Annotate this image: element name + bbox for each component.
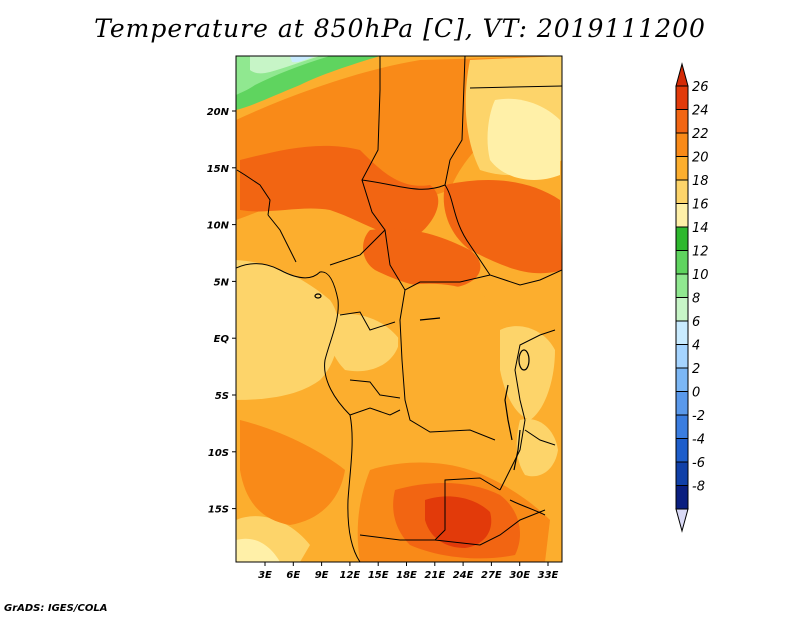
colorbar-top-arrow [675,62,689,87]
colorbar-label: -4 [692,433,705,448]
colorbar-label: 26 [692,80,709,95]
lat-label: 5S [215,391,229,402]
colorbar-label: -2 [692,409,705,424]
map-frame [235,55,563,563]
lon-label: 24E [453,570,474,581]
lat-label: 15S [208,505,229,516]
lon-label: 18E [396,570,417,581]
lat-label: 10N [207,221,230,232]
lon-label: 12E [340,570,361,581]
colorbar-swatch [675,109,689,134]
lon-label: 21E [424,570,445,581]
lon-label: 33E [538,570,559,581]
colorbar-label: 14 [692,221,709,236]
colorbar-swatch [675,391,689,416]
colorbar-label: 0 [692,386,700,401]
colorbar-label: 6 [692,315,700,330]
colorbar-swatch [675,203,689,228]
colorbar-label: 22 [692,127,709,142]
colorbar-label: 4 [692,339,700,354]
colorbar-swatch [675,485,689,510]
colorbar-label: -6 [692,456,705,471]
colorbar-swatch [675,179,689,204]
longitude-labels: 3E 6E 9E 12E 15E 18E 21E 24E 27E 30E 33E [258,562,559,581]
colorbar-swatch [675,344,689,369]
colorbar-swatch [675,367,689,392]
colorbar-swatch [675,461,689,486]
colorbar-label: 8 [692,292,700,307]
colorbar-swatch [675,297,689,322]
lon-label: 3E [258,570,272,581]
colorbar-swatch [675,250,689,275]
colorbar-swatch [675,85,689,110]
lakes [314,293,530,471]
colorbar-label: 24 [692,104,709,119]
lat-label: 20N [207,107,230,118]
colorbar-swatch [675,438,689,463]
country-borders [236,56,562,562]
latitude-labels: 20N 15N 10N 5N EQ 5S 10S 15S [207,107,236,516]
lon-label: 27E [481,570,502,581]
colorbar-label: 12 [692,245,709,260]
chart-title: Temperature at 850hPa [C], VT: 201911120… [94,14,706,43]
lat-label: 5N [214,277,230,288]
lat-label: 10S [208,448,229,459]
colorbar-label: 18 [692,174,709,189]
lon-label: 9E [315,570,329,581]
colorbar-swatch [675,414,689,439]
colorbar-label: -8 [692,480,705,495]
colorbar-label: 16 [692,198,709,213]
temperature-field [236,56,562,562]
colorbar-bottom-arrow [675,508,689,533]
colorbar-swatch [675,132,689,157]
lat-label: EQ [214,334,230,345]
colorbar-swatch [675,320,689,345]
colorbar-swatch [675,273,689,298]
lon-label: 30E [509,570,530,581]
colorbar-swatch [675,156,689,181]
colorbar-label: 20 [692,151,709,166]
lon-label: 6E [286,570,300,581]
grads-credit: GrADS: IGES/COLA [4,603,108,614]
colorbar-label: 2 [692,362,700,377]
lon-label: 15E [368,570,389,581]
colorbar-swatch [675,226,689,251]
colorbar-label: 10 [692,268,709,283]
lat-label: 15N [207,164,230,175]
